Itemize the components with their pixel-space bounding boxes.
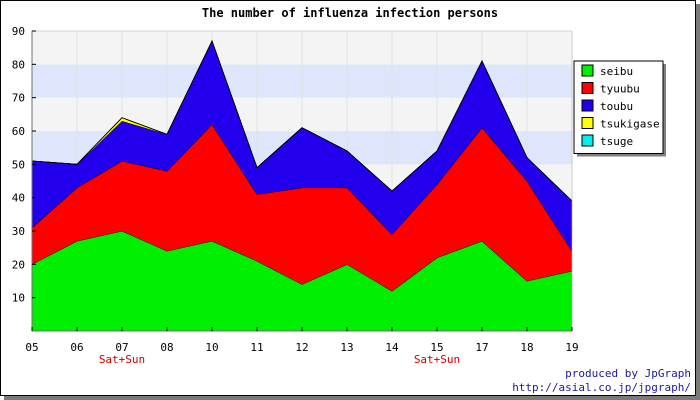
legend-label-tsukigase: tsukigase [600,118,660,131]
x-tick-label: 06 [70,341,83,354]
series-area-toubu [32,41,572,251]
legend-label-toubu: toubu [600,100,633,113]
legend-label-tsuge: tsuge [600,135,633,148]
legend-swatch-tsuge [581,134,594,147]
x-tick-label: 10 [205,341,218,354]
y-tick-label: 80 [12,58,25,71]
x-tick-label: 05 [25,341,38,354]
legend: seibu tyuubu toubu tsukigase tsuge [573,60,666,157]
legend-swatch-tyuubu [581,82,594,94]
legend-swatch-tsukigase [581,117,594,129]
x-tick-label: 11 [250,341,263,354]
x-tick-label: 15 [430,341,443,354]
x-tick-label: 08 [160,341,173,354]
x-tick-label: 19 [565,341,578,354]
legend-label-tyuubu: tyuubu [600,83,640,96]
chart: 10 20 30 40 50 60 70 80 90 05 06 07 08 10 11 12 13 14 15 17… [12,6,666,366]
x-tick-label: 14 [385,341,399,354]
y-tick-label: 50 [12,158,25,171]
legend-swatch-seibu [581,64,594,77]
x-tick-label: 17 [475,341,488,354]
y-tick-label: 30 [12,225,25,238]
series-line-tsuge [31,39,573,202]
y-tick-label: 90 [12,25,25,38]
chart-title: The number of influenza infection person… [202,6,498,20]
x-tick-label: 18 [520,341,533,354]
y-tick-label: 40 [12,192,25,205]
x-note-label: Sat+Sun [414,353,460,366]
x-tick-label: 07 [115,341,128,354]
x-note-label: Sat+Sun [99,353,145,366]
x-tick-label: 12 [295,341,308,354]
legend-swatch-toubu [581,99,594,112]
y-tick-label: 10 [12,292,25,305]
legend-label-seibu: seibu [600,65,633,78]
series-area-tyuubu [32,124,572,291]
credit-url[interactable]: http://asial.co.jp/jpgraph/ [512,381,691,394]
y-tick-label: 60 [12,125,25,138]
x-tick-label: 13 [340,341,353,354]
credit-produced-by: produced by JpGraph [565,367,691,380]
y-tick-label: 20 [12,258,25,271]
series-area-seibu [32,231,572,331]
y-tick-label: 70 [12,92,25,105]
